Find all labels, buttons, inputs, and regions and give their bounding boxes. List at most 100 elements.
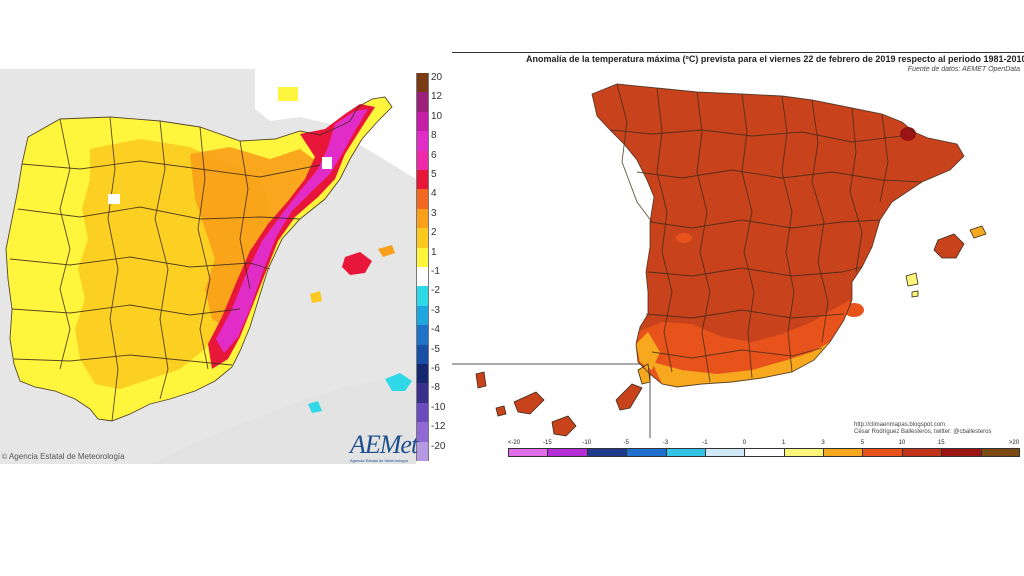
pyrenees-hotspot [900,127,916,141]
legend-entry: 4 [416,189,440,209]
anomaly-zone-3 [190,147,320,329]
legend-label: -2 [431,285,440,297]
canary-island [615,383,643,411]
legend-entry: 12 [416,91,443,112]
legend-label: 3 [431,207,437,219]
legend-swatch [416,441,429,461]
legend-swatch [416,228,429,248]
forecast-anomaly-map-panel: Anomalía de la temperatura máxima (ºC) p… [452,52,1024,460]
scale-label: -1 [702,440,708,446]
white-patch [108,194,120,204]
canary-island [513,391,545,415]
legend-swatch [416,402,429,423]
scale-swatch [586,448,627,457]
mallorca-island [342,252,372,275]
legend-label: -3 [431,304,440,316]
legend-entry: -6 [416,364,440,384]
legend-swatch [416,422,429,442]
legend-entry: -1 [416,267,440,287]
legend-swatch [416,170,429,190]
aemet-logo-text: AEMet [350,430,418,459]
legend-label: -10 [431,401,446,413]
aemet-credit-text: Agencia Estatal de Meteorología [8,452,125,461]
legend-swatch [416,189,429,209]
legend-label: -4 [431,324,440,336]
legend-label: -12 [431,421,446,433]
scale-label: -10 [582,440,592,446]
legend-swatch [416,111,429,132]
legend-label: 12 [431,91,443,103]
scale-label: 3 [821,440,825,446]
right-anomaly-map [452,83,987,438]
top-rule [452,52,1024,53]
anomaly-zone-8 [216,109,368,353]
scale-swatch [901,448,942,457]
credit-author: César Rodríguez Ballesteros, twitter: @c… [854,429,992,435]
data-source: Fuente de datos: AEMET OpenData [907,66,1020,73]
scale-label: <-20 [507,440,521,446]
legend-swatch [416,131,429,151]
legend-entry: 10 [416,110,443,132]
ibiza-island [310,291,322,303]
map-title: Anomalía de la temperatura máxima (ºC) p… [526,54,1024,64]
legend-label: -5 [431,343,440,355]
menorca-island [378,245,395,257]
legend-swatch [416,247,429,267]
right-color-scale: <-20 -15 -10 -5 -3 -1 0 1 3 5 10 15 >20 [508,440,1020,458]
legend-entry: -8 [416,382,440,403]
scale-swatch [941,448,981,457]
legend-swatch [416,208,429,229]
legend-entry: -12 [416,422,445,442]
left-color-legend: 20 12 10 8 6 5 4 3 2 1 -1 -2 -3 -4 -5 -6 -8 -10 -12 -20 [416,72,445,461]
legend-entry: -10 [416,402,445,423]
scale-swatch [665,448,705,457]
legend-entry: -2 [416,285,440,306]
scale-swatch [704,448,745,457]
legend-swatch [416,267,429,287]
inland-blotch [844,303,864,317]
legend-label: -8 [431,382,440,394]
legend-entry: 6 [416,150,440,170]
legend-entry: 5 [416,169,440,190]
cold-spot-africa-2 [308,401,322,413]
scale-swatch [744,448,784,457]
legend-label: 1 [431,246,437,258]
legend-label: 20 [431,72,443,83]
aemet-logo: AEMet Agencia Estatal de Meteorología [350,430,418,464]
inland-blotch [676,342,700,362]
legend-label: 10 [431,110,443,122]
scale-label: 5 [860,440,865,446]
aemet-credit-icon: © [2,454,8,461]
white-patch [322,157,332,169]
south-coast-yellow [652,342,830,387]
scale-label: -5 [623,440,629,446]
menorca-island [969,225,987,239]
scale-swatch [783,448,824,457]
scale-swatch [823,448,863,457]
legend-swatch [416,325,429,345]
scale-label: 0 [742,440,746,446]
legend-label: 8 [431,130,437,142]
canary-island [637,363,651,385]
legend-entry: 1 [416,246,440,267]
legend-entry: 3 [416,207,440,229]
canary-island [551,415,577,437]
scale-swatch [862,448,902,457]
credit-url: http://climaenmapas.blogspot.com [854,422,946,428]
scale-label: -3 [662,440,669,446]
scale-swatch [980,448,1020,457]
legend-entry: 20 [416,72,443,93]
legend-entry: 8 [416,130,440,151]
formentera-island [911,290,919,298]
aemet-credit: © Agencia Estatal de Meteorología [2,452,125,461]
legend-swatch [416,150,429,170]
ibiza-island [905,272,919,287]
legend-entry: -3 [416,304,440,326]
province-borders [591,83,965,388]
legend-label: 5 [431,169,437,180]
legend-entry: 2 [416,228,440,248]
aemet-logo-subtext: Agencia Estatal de Meteorología [350,458,408,463]
africa-area [150,375,416,464]
legend-swatch [416,73,429,93]
scale-label: 15 [937,440,945,446]
